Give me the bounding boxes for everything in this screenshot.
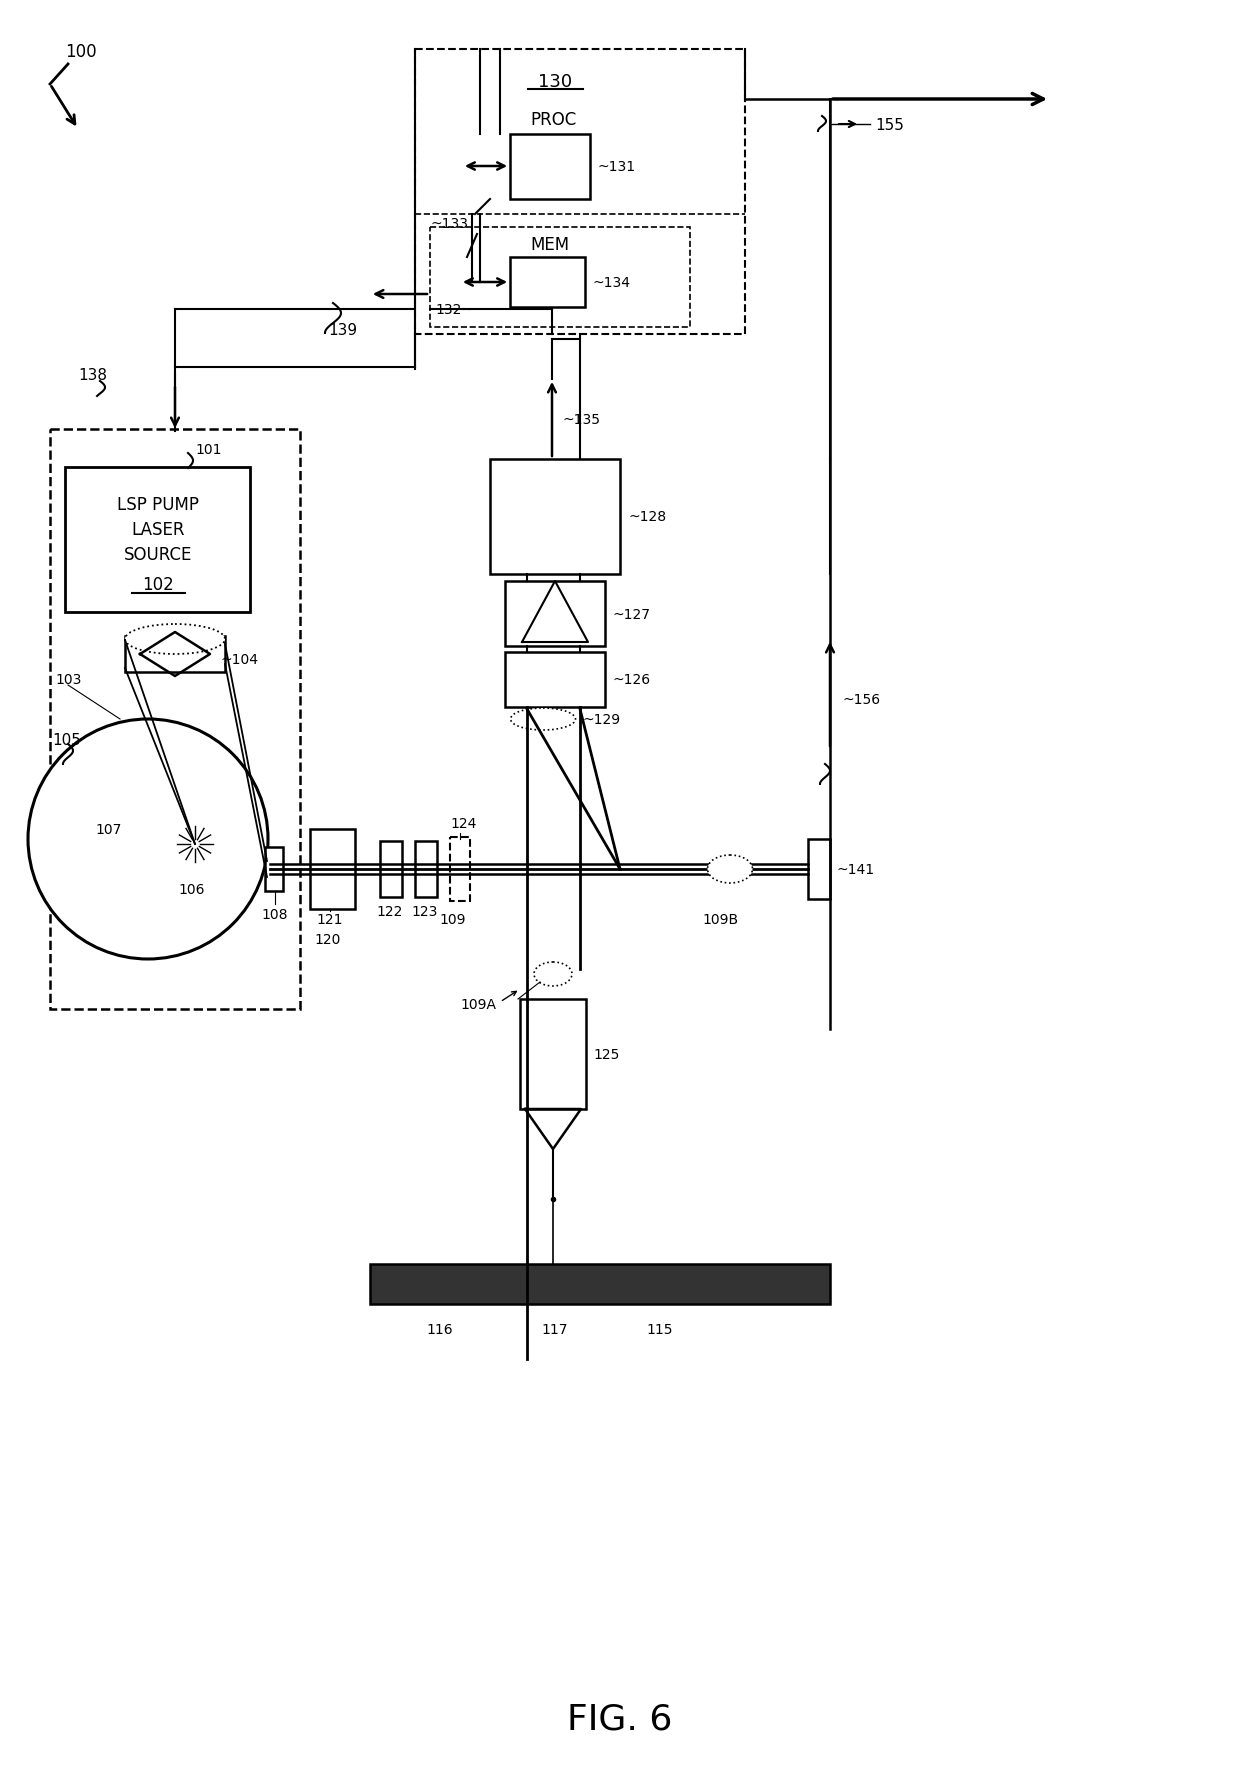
Ellipse shape — [511, 708, 575, 730]
Text: 117: 117 — [542, 1322, 568, 1336]
Text: ~141: ~141 — [836, 862, 874, 877]
Text: ~104: ~104 — [219, 653, 258, 667]
Text: ~128: ~128 — [627, 510, 666, 524]
Bar — [379, 841, 402, 898]
Bar — [520, 1000, 587, 1109]
Bar — [808, 839, 830, 900]
Text: 103: 103 — [55, 673, 82, 687]
Text: 124: 124 — [451, 816, 477, 830]
Text: LSP PUMP: LSP PUMP — [117, 496, 198, 513]
Bar — [370, 1265, 830, 1304]
Text: PROC: PROC — [529, 111, 577, 129]
Text: 106: 106 — [179, 882, 205, 896]
Text: 122: 122 — [377, 905, 403, 918]
Text: 116: 116 — [427, 1322, 454, 1336]
Bar — [310, 830, 355, 909]
Text: ~156: ~156 — [842, 692, 880, 707]
Text: MEM: MEM — [531, 236, 569, 254]
Text: 138: 138 — [78, 367, 107, 383]
Text: 155: 155 — [875, 118, 904, 132]
Ellipse shape — [125, 624, 224, 655]
Text: 105: 105 — [52, 732, 81, 748]
Bar — [64, 467, 250, 612]
Text: 125: 125 — [593, 1047, 619, 1061]
Text: SOURCE: SOURCE — [124, 546, 192, 564]
Bar — [430, 227, 689, 327]
Text: FIG. 6: FIG. 6 — [568, 1701, 672, 1735]
Text: 101: 101 — [195, 442, 222, 456]
Text: 100: 100 — [64, 43, 97, 61]
Bar — [505, 653, 605, 708]
Bar — [50, 429, 300, 1009]
Text: 115: 115 — [647, 1322, 673, 1336]
Bar — [510, 258, 585, 308]
Text: ~134: ~134 — [591, 276, 630, 290]
Circle shape — [29, 719, 268, 959]
Bar — [505, 581, 605, 646]
Text: ~133: ~133 — [430, 216, 467, 231]
Text: 123: 123 — [412, 905, 438, 918]
Bar — [265, 848, 283, 891]
Text: ~126: ~126 — [613, 673, 650, 687]
Text: 130: 130 — [538, 73, 572, 91]
Bar — [510, 134, 590, 200]
Bar — [450, 837, 470, 902]
Text: 121: 121 — [316, 912, 343, 927]
Text: 139: 139 — [329, 322, 357, 338]
Bar — [415, 841, 436, 898]
Text: 109B: 109B — [702, 912, 738, 927]
Text: 107: 107 — [95, 823, 122, 837]
Text: ~135: ~135 — [562, 413, 600, 428]
Text: 109A: 109A — [460, 998, 496, 1011]
Text: 120: 120 — [315, 932, 341, 946]
Text: ~127: ~127 — [613, 608, 650, 621]
Ellipse shape — [534, 962, 572, 986]
Text: 108: 108 — [262, 907, 288, 921]
Text: 102: 102 — [143, 576, 174, 594]
Bar — [415, 50, 745, 335]
Bar — [490, 460, 620, 574]
Text: ~131: ~131 — [596, 159, 635, 174]
Text: 132~: 132~ — [435, 302, 472, 317]
Ellipse shape — [708, 855, 753, 884]
Text: ~129: ~129 — [582, 712, 620, 726]
Bar — [125, 637, 224, 673]
Text: LASER: LASER — [131, 521, 185, 538]
Text: 109: 109 — [440, 912, 466, 927]
